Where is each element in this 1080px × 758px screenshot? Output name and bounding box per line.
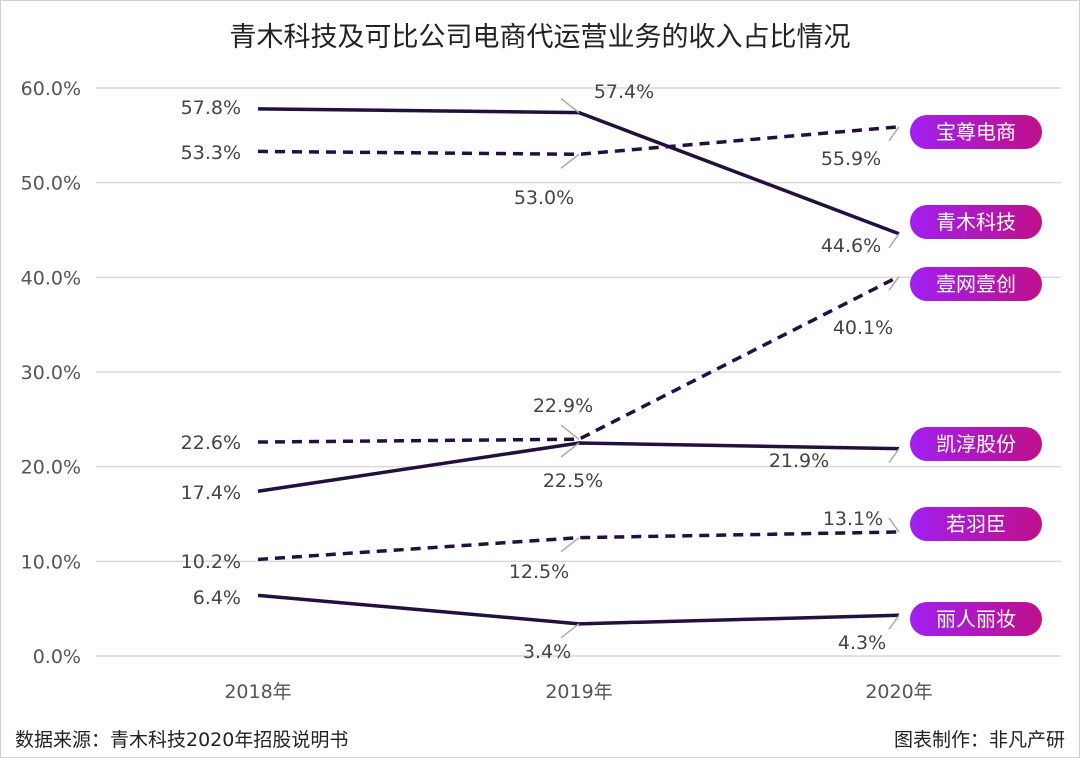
data-label: 53.0% — [514, 187, 574, 209]
data-label: 53.3% — [181, 142, 241, 164]
legend-badge — [910, 602, 1042, 636]
y-tick-label: 30.0% — [21, 362, 81, 384]
data-label: 55.9% — [821, 148, 881, 170]
x-tick-label: 2019年 — [545, 681, 612, 703]
series-line — [257, 274, 900, 444]
leader-line — [888, 233, 900, 249]
data-label: 10.2% — [181, 551, 241, 573]
chart-title: 青木科技及可比公司电商代运营业务的收入占比情况 — [229, 22, 851, 53]
leader-line — [888, 517, 900, 533]
legend-label: 丽人丽妆 — [936, 607, 1016, 631]
data-label: 57.8% — [181, 97, 241, 119]
data-label: 21.9% — [769, 450, 829, 472]
legend-badge — [910, 205, 1042, 239]
leader-line — [560, 98, 580, 114]
leader-line — [560, 537, 580, 553]
x-tick-label: 2020年 — [865, 681, 932, 703]
leader-line — [560, 442, 580, 458]
leader-line — [888, 448, 900, 464]
data-label: 6.4% — [193, 587, 241, 609]
y-tick-label: 20.0% — [21, 457, 81, 479]
data-label: 3.4% — [523, 641, 571, 663]
legend-badge — [910, 507, 1042, 541]
data-label: 44.6% — [821, 235, 881, 257]
data-label: 13.1% — [823, 508, 883, 530]
legend-badge — [910, 427, 1042, 461]
data-source: 数据来源：青木科技2020年招股说明书 — [15, 729, 349, 751]
legend-label: 壹网壹创 — [936, 272, 1016, 296]
data-label: 17.4% — [181, 482, 241, 504]
leader-line — [888, 614, 900, 630]
series-line — [257, 593, 900, 626]
y-tick-label: 10.0% — [21, 551, 81, 573]
leader-line — [888, 275, 900, 291]
leader-line — [560, 424, 580, 440]
leader-line — [560, 623, 580, 639]
series-line — [257, 125, 900, 157]
legend-label: 若羽臣 — [946, 512, 1006, 536]
leader-line — [560, 153, 580, 169]
data-label: 22.5% — [543, 470, 603, 492]
legend-label: 宝尊电商 — [936, 120, 1016, 144]
data-label: 57.4% — [594, 81, 654, 103]
data-label: 22.9% — [533, 395, 593, 417]
y-tick-label: 0.0% — [33, 646, 81, 668]
data-label: 40.1% — [833, 317, 893, 339]
data-label: 12.5% — [509, 561, 569, 583]
chart-credit: 图表制作：非凡产研 — [893, 729, 1065, 751]
legend-badge — [910, 267, 1042, 301]
y-tick-label: 50.0% — [21, 173, 81, 195]
y-tick-label: 60.0% — [21, 78, 81, 100]
line-chart: 0.0% 10.0% 20.0% 30.0% 40.0% 50.0% 60.0% 2018年 2… — [21, 78, 1061, 703]
data-label: 4.3% — [838, 632, 886, 654]
legend-label: 青木科技 — [936, 210, 1016, 234]
legend-label: 凯淳股份 — [936, 432, 1016, 456]
x-tick-label: 2018年 — [224, 681, 291, 703]
series-line — [257, 107, 900, 236]
leader-line — [888, 126, 900, 142]
legend-badge — [910, 115, 1042, 149]
y-tick-label: 40.0% — [21, 267, 81, 289]
data-label: 22.6% — [181, 432, 241, 454]
series-line — [257, 530, 900, 562]
